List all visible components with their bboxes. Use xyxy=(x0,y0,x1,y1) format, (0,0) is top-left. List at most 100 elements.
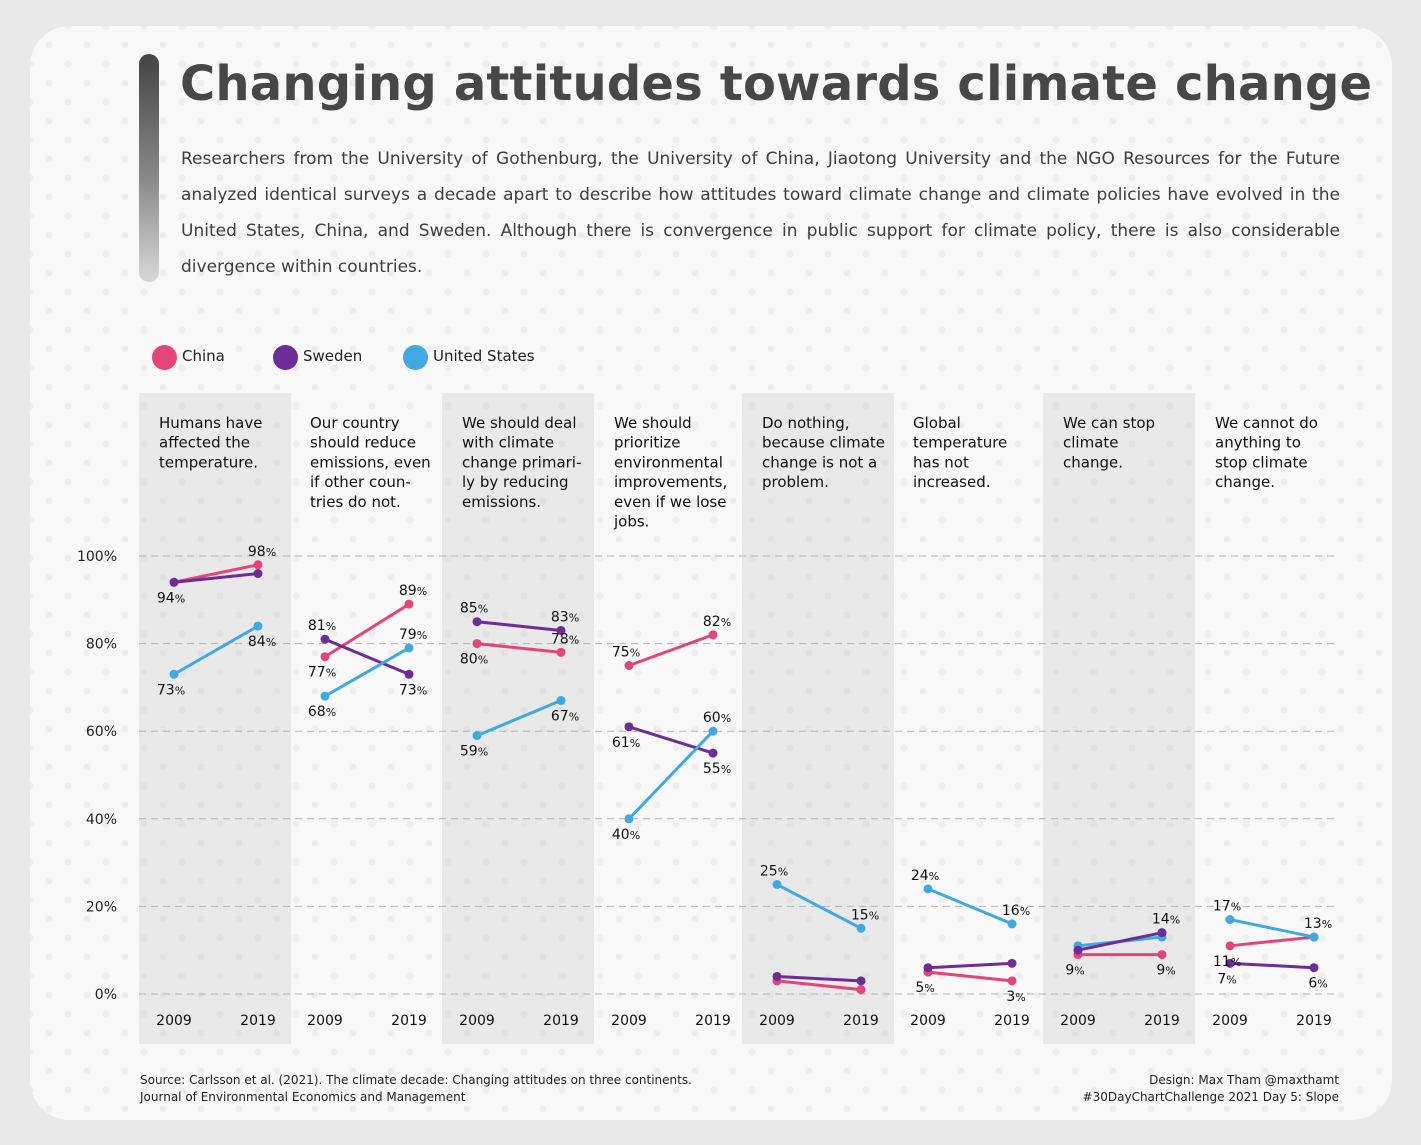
panel-background-5 xyxy=(742,393,894,1044)
panel-3-question-line: We should deal xyxy=(462,414,577,432)
data-label-percent: % xyxy=(1074,965,1084,978)
panel-3-question-line: change primari- xyxy=(462,453,581,471)
data-label-sweden-2009: 7% xyxy=(1217,971,1236,987)
source-note: Source: Carlsson et al. (2021). The clim… xyxy=(140,1072,692,1106)
data-point-sweden-2019 xyxy=(856,976,866,986)
series-line-china xyxy=(1228,935,1316,948)
data-label-china-2019: 13% xyxy=(1304,916,1332,932)
data-label-china-2019: 9% xyxy=(1156,963,1175,979)
series-line-sweden xyxy=(926,961,1014,970)
data-label-percent: % xyxy=(1020,905,1030,918)
y-tick-label-80: 80% xyxy=(86,637,117,653)
panel-6-question-line: temperature xyxy=(913,434,1007,452)
data-point-china-2019 xyxy=(856,985,866,995)
data-label-united-states-2009: 59% xyxy=(460,744,488,760)
data-point-sweden-2019 xyxy=(1309,963,1319,973)
panel-8-question-line: anything to xyxy=(1215,434,1301,452)
data-label-china-2009: 77% xyxy=(308,665,336,681)
data-point-sweden-2009 xyxy=(1225,958,1235,968)
data-label-percent: % xyxy=(924,982,934,995)
series-line-united-states xyxy=(1228,918,1316,939)
data-label-percent: % xyxy=(417,684,427,697)
series-line-united-states xyxy=(775,883,863,930)
data-label-percent: % xyxy=(569,711,579,724)
data-label-united-states-2019: 67% xyxy=(551,709,579,725)
data-point-united-states-2019 xyxy=(1309,932,1319,942)
data-point-united-states-2019 xyxy=(404,643,414,653)
data-label-value: 82 xyxy=(703,614,721,630)
data-label-value: 77 xyxy=(308,665,326,681)
data-label-percent: % xyxy=(869,909,879,922)
panel-1-question-line: affected the xyxy=(159,434,250,452)
data-point-china-2009 xyxy=(1225,941,1235,951)
panel-4-question-line: improvements, xyxy=(614,473,727,491)
data-point-china-2009 xyxy=(624,661,634,670)
panel-2-question: Our country should reduce emissions, even i… xyxy=(310,414,431,511)
data-label-percent: % xyxy=(478,603,488,616)
source-line-1: Source: Carlsson et al. (2021). The clim… xyxy=(140,1073,692,1087)
panel-4-question-line: environmental xyxy=(614,453,723,471)
series-line-sweden xyxy=(1076,931,1164,952)
panel-3-question-line: ly by reducing xyxy=(462,473,569,491)
data-point-china-2019 xyxy=(1157,950,1167,960)
data-label-percent: % xyxy=(721,712,731,725)
series-line-united-states xyxy=(926,887,1014,926)
data-label-percent: % xyxy=(1231,901,1241,914)
data-label-value: 94 xyxy=(157,590,175,606)
series-line-china xyxy=(627,633,715,667)
data-label-value: 84 xyxy=(248,634,266,650)
panel-8-question: We cannot do anything to stop climate chang… xyxy=(1215,414,1318,491)
series-line-sweden xyxy=(475,620,563,632)
data-label-united-states-2019: 84% xyxy=(248,634,276,650)
data-label-sweden-2019: 83% xyxy=(551,609,579,625)
data-point-china-2019 xyxy=(1007,976,1017,986)
data-label-united-states-2009: 68% xyxy=(308,704,336,720)
data-label-value: 85 xyxy=(460,601,478,617)
data-label-value: 5 xyxy=(915,980,924,996)
data-point-china-2009 xyxy=(472,639,482,649)
legend-swatch-united-states xyxy=(403,345,428,370)
x-tick-label-2019: 2019 xyxy=(391,1013,427,1029)
data-point-sweden-2009 xyxy=(1073,945,1083,955)
data-label-percent: % xyxy=(1015,991,1025,1004)
data-label-united-states-2009: 40% xyxy=(612,827,640,843)
panel-7-question-line: climate xyxy=(1063,434,1119,452)
data-label-percent: % xyxy=(721,616,731,629)
panel-4-question-line: We should xyxy=(614,414,692,432)
data-label-china-2009: 11% xyxy=(1213,954,1241,970)
data-label-value: 40 xyxy=(612,827,630,843)
data-label-percent: % xyxy=(478,746,488,759)
x-tick-label-2009: 2009 xyxy=(156,1013,192,1029)
x-tick-label-2009: 2009 xyxy=(307,1013,343,1029)
series-line-united-states xyxy=(172,624,260,676)
data-label-value: 60 xyxy=(703,710,721,726)
data-label-sweden-2019: 6% xyxy=(1308,976,1327,992)
panel-4-question-line: jobs. xyxy=(613,513,649,531)
data-label-value: 9 xyxy=(1156,963,1165,979)
panel-4-question-line: prioritize xyxy=(614,434,681,452)
data-point-sweden-2019 xyxy=(1157,928,1167,938)
panel-6-question-line: Global xyxy=(913,414,961,432)
data-label-value: 68 xyxy=(308,704,326,720)
data-label-united-states-2009: 24% xyxy=(911,868,939,884)
data-label-china-2009: 94% xyxy=(157,590,185,606)
x-tick-label-2009: 2009 xyxy=(910,1013,946,1029)
data-label-value: 89 xyxy=(399,583,417,599)
data-label-percent: % xyxy=(478,654,488,667)
data-label-percent: % xyxy=(1322,918,1332,931)
data-label-united-states-2019: 16% xyxy=(1002,903,1030,919)
x-tick-label-2009: 2009 xyxy=(1060,1013,1096,1029)
data-point-sweden-2009 xyxy=(169,577,179,587)
data-label-percent: % xyxy=(929,870,939,883)
series-line-united-states xyxy=(627,729,715,821)
data-label-sweden-2019: 55% xyxy=(703,761,731,777)
data-point-united-states-2009 xyxy=(624,814,634,824)
data-label-value: 24 xyxy=(911,868,929,884)
data-label-value: 73 xyxy=(399,682,417,698)
series-line-sweden xyxy=(627,725,715,755)
data-label-sweden-2019: 14% xyxy=(1152,912,1180,928)
data-label-percent: % xyxy=(1170,914,1180,927)
data-label-china-2019: 98% xyxy=(248,544,276,560)
panel-1-question-line: Humans have xyxy=(159,414,262,432)
panel-2-question-line: tries do not. xyxy=(310,493,401,511)
